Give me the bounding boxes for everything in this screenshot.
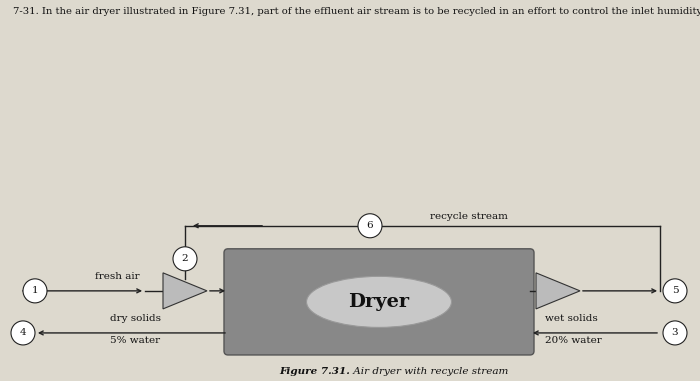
Circle shape [11,321,35,345]
Text: 5: 5 [672,287,678,295]
FancyBboxPatch shape [224,249,534,355]
Circle shape [173,247,197,271]
Text: 20% water: 20% water [545,336,602,345]
Text: recycle stream: recycle stream [430,212,508,221]
Ellipse shape [307,276,452,327]
Text: 4: 4 [20,328,27,338]
Text: 3: 3 [672,328,678,338]
Text: Dryer: Dryer [349,293,410,311]
Text: 7-31. In the air dryer illustrated in Figure 7.31, part of the effluent air stre: 7-31. In the air dryer illustrated in Fi… [13,6,700,16]
Polygon shape [163,273,207,309]
Text: Figure 7.31.: Figure 7.31. [279,367,350,376]
Text: 1: 1 [32,287,38,295]
Text: dry solids: dry solids [110,314,161,323]
Polygon shape [536,273,580,309]
Circle shape [663,279,687,303]
Text: 5% water: 5% water [110,336,160,345]
Text: fresh air: fresh air [95,272,139,281]
Circle shape [358,214,382,238]
Text: Air dryer with recycle stream: Air dryer with recycle stream [350,367,508,376]
Circle shape [663,321,687,345]
Text: 2: 2 [182,255,188,263]
Circle shape [23,279,47,303]
Text: wet solids: wet solids [545,314,598,323]
Text: 6: 6 [367,221,373,230]
